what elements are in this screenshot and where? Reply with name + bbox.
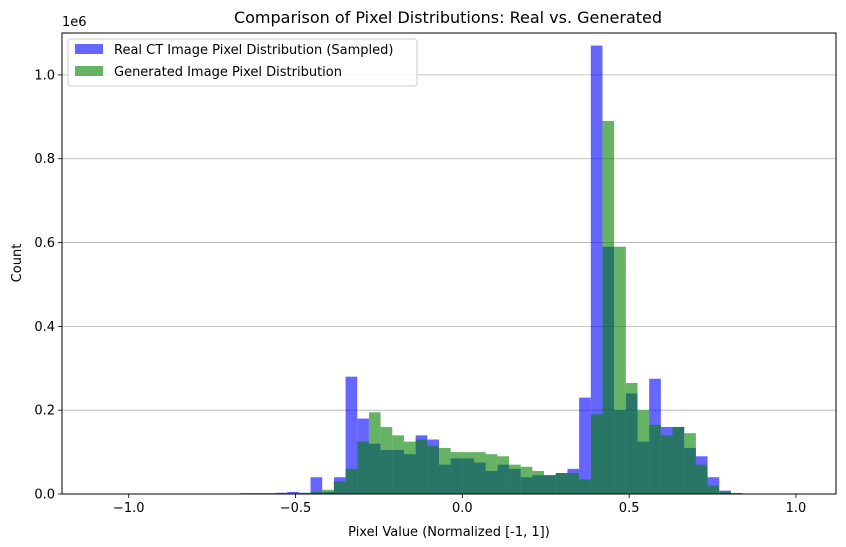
histogram-bar [485, 454, 498, 494]
histogram-bar [520, 466, 533, 494]
histogram-bar [672, 426, 685, 494]
histogram-bar [392, 435, 404, 494]
y-tick-label: 1.0 [34, 68, 55, 83]
histogram-bar [427, 445, 439, 494]
series-1-bars [310, 121, 766, 494]
legend: Real CT Image Pixel Distribution (Sample… [67, 38, 418, 87]
y-tick-label: 0.8 [34, 152, 55, 167]
legend-label-generated: Generated Image Pixel Distribution [114, 65, 342, 80]
histogram-bar [380, 426, 393, 494]
histogram-bar [719, 491, 731, 494]
histogram-bar [322, 489, 334, 494]
histogram-bar [298, 492, 311, 494]
legend-label-real: Real CT Image Pixel Distribution (Sample… [114, 43, 393, 58]
histogram-bar [368, 412, 381, 494]
y-tick-label: 0.0 [34, 488, 55, 503]
plot-frame [61, 32, 837, 495]
histogram-bar [684, 433, 696, 494]
histogram-bar [275, 492, 288, 494]
histogram-bar [345, 468, 358, 494]
histogram-bar [555, 473, 568, 494]
y-tick-label: 0.6 [34, 236, 55, 251]
legend-box [67, 38, 418, 87]
histogram-bar [450, 452, 463, 494]
histogram-bar [544, 475, 556, 494]
histogram-bar [590, 45, 603, 495]
histogram-bar [532, 470, 545, 494]
x-tick-label: 1.0 [786, 501, 807, 516]
x-tick-label: −1.0 [113, 501, 145, 516]
histogram-bar [497, 456, 510, 494]
histogram-bar [310, 477, 323, 494]
histogram-bar [357, 441, 369, 494]
histogram-bar [345, 376, 358, 494]
histogram-bar [415, 439, 428, 494]
x-tick-label: −0.5 [280, 501, 312, 516]
histogram-bar [590, 414, 603, 494]
series-0-bars [240, 45, 755, 495]
histogram-bar [438, 447, 451, 494]
y-axis-label: Count [10, 244, 25, 283]
histogram-bar [509, 464, 521, 494]
x-tick-label: 0.5 [619, 501, 640, 516]
histogram-bar [625, 382, 638, 494]
histogram-bar [567, 473, 580, 494]
x-tick-label: 0.0 [452, 501, 473, 516]
histogram-bar [707, 477, 720, 494]
histogram-bar [579, 479, 591, 494]
y-offset-text: 1e6 [62, 15, 87, 30]
chart-title: Comparison of Pixel Distributions: Real … [234, 8, 662, 27]
histogram-bar [637, 410, 650, 494]
histogram-bar [614, 246, 626, 494]
histogram-bar [403, 441, 416, 494]
histogram-bar [462, 452, 475, 494]
histogram-bar [333, 481, 346, 494]
histogram-bar [660, 435, 673, 494]
histogram-bar [287, 491, 299, 494]
y-tick-label: 0.2 [34, 404, 55, 419]
legend-swatch-generated [75, 66, 103, 76]
histogram-bar [707, 485, 720, 494]
y-tick-label: 0.4 [34, 320, 55, 335]
histogram-bar [310, 491, 323, 494]
x-axis-label: Pixel Value (Normalized [-1, 1]) [348, 525, 550, 540]
legend-swatch-real [75, 44, 103, 54]
histogram-bar [602, 121, 615, 494]
histogram-bar [695, 464, 708, 494]
axis-ticks: −1.0 −0.5 0.0 0.5 1.0 0.0 0.2 0.4 0.6 0.8 1.0 [34, 68, 806, 516]
y-gridlines [62, 74, 836, 411]
histogram-bars [240, 45, 766, 495]
histogram-bar [474, 452, 486, 494]
histogram-bar [649, 424, 661, 494]
histogram-bar [579, 397, 591, 494]
